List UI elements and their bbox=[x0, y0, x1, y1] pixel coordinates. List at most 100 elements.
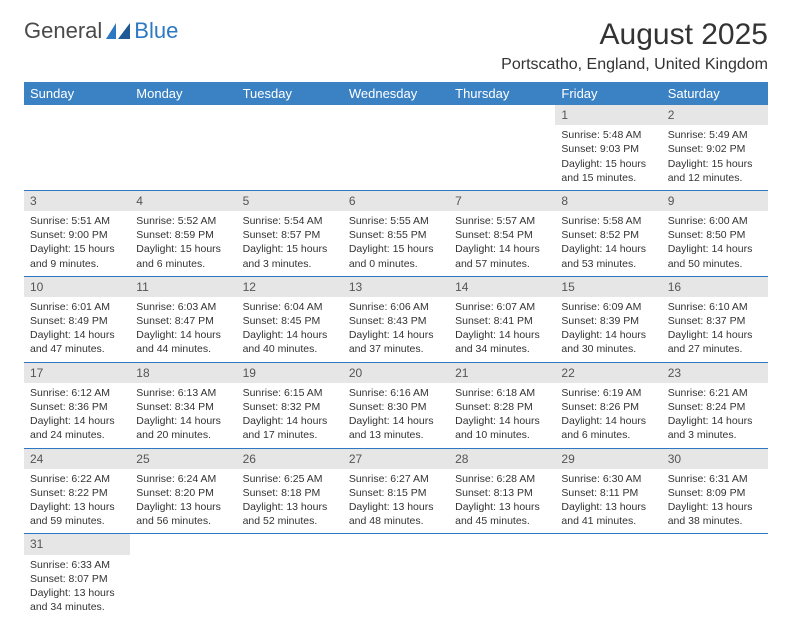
sunrise-text: Sunrise: 6:30 AM bbox=[561, 472, 655, 486]
daylight-text: Daylight: 13 hours and 41 minutes. bbox=[561, 500, 655, 528]
daylight-text: Daylight: 14 hours and 6 minutes. bbox=[561, 414, 655, 442]
sunrise-text: Sunrise: 6:16 AM bbox=[349, 386, 443, 400]
sunrise-text: Sunrise: 5:51 AM bbox=[30, 214, 124, 228]
day-number: 3 bbox=[24, 191, 130, 211]
calendar-cell: .. bbox=[662, 534, 768, 619]
sunset-text: Sunset: 9:02 PM bbox=[668, 142, 762, 156]
sunrise-text: Sunrise: 6:12 AM bbox=[30, 386, 124, 400]
day-number: 4 bbox=[130, 191, 236, 211]
calendar-cell: 10Sunrise: 6:01 AMSunset: 8:49 PMDayligh… bbox=[24, 276, 130, 362]
calendar-cell: 30Sunrise: 6:31 AMSunset: 8:09 PMDayligh… bbox=[662, 448, 768, 534]
daylight-text: Daylight: 13 hours and 34 minutes. bbox=[30, 586, 124, 614]
sunrise-text: Sunrise: 5:49 AM bbox=[668, 128, 762, 142]
sunrise-text: Sunrise: 6:33 AM bbox=[30, 558, 124, 572]
calendar-cell: 7Sunrise: 5:57 AMSunset: 8:54 PMDaylight… bbox=[449, 190, 555, 276]
daylight-text: Daylight: 13 hours and 38 minutes. bbox=[668, 500, 762, 528]
calendar-cell: 20Sunrise: 6:16 AMSunset: 8:30 PMDayligh… bbox=[343, 362, 449, 448]
sunrise-text: Sunrise: 6:13 AM bbox=[136, 386, 230, 400]
sunrise-text: Sunrise: 6:04 AM bbox=[243, 300, 337, 314]
calendar-cell: 4Sunrise: 5:52 AMSunset: 8:59 PMDaylight… bbox=[130, 190, 236, 276]
calendar-cell: 24Sunrise: 6:22 AMSunset: 8:22 PMDayligh… bbox=[24, 448, 130, 534]
day-number: 23 bbox=[662, 363, 768, 383]
calendar-cell: 2 Sunrise: 5:49 AMSunset: 9:02 PMDaylight… bbox=[662, 105, 768, 190]
weekday-header: Friday bbox=[555, 82, 661, 105]
sunrise-text: Sunrise: 6:09 AM bbox=[561, 300, 655, 314]
calendar-cell: 13Sunrise: 6:06 AMSunset: 8:43 PMDayligh… bbox=[343, 276, 449, 362]
sunrise-text: Sunrise: 5:58 AM bbox=[561, 214, 655, 228]
calendar-cell: 28Sunrise: 6:28 AMSunset: 8:13 PMDayligh… bbox=[449, 448, 555, 534]
sunrise-text: Sunrise: 6:10 AM bbox=[668, 300, 762, 314]
day-number: 2 bbox=[662, 105, 768, 125]
daylight-text: Daylight: 14 hours and 24 minutes. bbox=[30, 414, 124, 442]
sunset-text: Sunset: 8:18 PM bbox=[243, 486, 337, 500]
day-info: Sunrise: 6:04 AMSunset: 8:45 PMDaylight:… bbox=[237, 297, 343, 362]
day-info: Sunrise: 6:00 AMSunset: 8:50 PMDaylight:… bbox=[662, 211, 768, 276]
sunset-text: Sunset: 8:28 PM bbox=[455, 400, 549, 414]
day-info: Sunrise: 5:55 AMSunset: 8:55 PMDaylight:… bbox=[343, 211, 449, 276]
sunset-text: Sunset: 8:54 PM bbox=[455, 228, 549, 242]
daylight-text: Daylight: 13 hours and 48 minutes. bbox=[349, 500, 443, 528]
sunrise-text: Sunrise: 6:06 AM bbox=[349, 300, 443, 314]
calendar-cell: 8Sunrise: 5:58 AMSunset: 8:52 PMDaylight… bbox=[555, 190, 661, 276]
sunset-text: Sunset: 8:45 PM bbox=[243, 314, 337, 328]
day-info: Sunrise: 6:33 AMSunset: 8:07 PMDaylight:… bbox=[24, 555, 130, 619]
weekday-header: Wednesday bbox=[343, 82, 449, 105]
daylight-text: Daylight: 14 hours and 40 minutes. bbox=[243, 328, 337, 356]
daylight-text: Daylight: 14 hours and 47 minutes. bbox=[30, 328, 124, 356]
sunset-text: Sunset: 8:39 PM bbox=[561, 314, 655, 328]
weekday-header: Saturday bbox=[662, 82, 768, 105]
sunrise-text: Sunrise: 6:27 AM bbox=[349, 472, 443, 486]
calendar-cell: 26Sunrise: 6:25 AMSunset: 8:18 PMDayligh… bbox=[237, 448, 343, 534]
sunset-text: Sunset: 9:03 PM bbox=[561, 142, 655, 156]
day-info: Sunrise: 6:24 AMSunset: 8:20 PMDaylight:… bbox=[130, 469, 236, 534]
day-info: Sunrise: 6:09 AMSunset: 8:39 PMDaylight:… bbox=[555, 297, 661, 362]
day-number: 12 bbox=[237, 277, 343, 297]
sunset-text: Sunset: 8:50 PM bbox=[668, 228, 762, 242]
day-number: 28 bbox=[449, 449, 555, 469]
calendar-cell: .. bbox=[130, 534, 236, 619]
sunset-text: Sunset: 8:52 PM bbox=[561, 228, 655, 242]
day-info: Sunrise: 5:58 AMSunset: 8:52 PMDaylight:… bbox=[555, 211, 661, 276]
calendar-cell: .. bbox=[343, 105, 449, 190]
day-number: 1 bbox=[555, 105, 661, 125]
day-info: Sunrise: 6:06 AMSunset: 8:43 PMDaylight:… bbox=[343, 297, 449, 362]
sunrise-text: Sunrise: 5:57 AM bbox=[455, 214, 549, 228]
daylight-text: Daylight: 14 hours and 57 minutes. bbox=[455, 242, 549, 270]
sunset-text: Sunset: 8:47 PM bbox=[136, 314, 230, 328]
sunrise-text: Sunrise: 6:24 AM bbox=[136, 472, 230, 486]
sunset-text: Sunset: 8:43 PM bbox=[349, 314, 443, 328]
day-number: 18 bbox=[130, 363, 236, 383]
daylight-text: Daylight: 14 hours and 27 minutes. bbox=[668, 328, 762, 356]
logo-sail-icon bbox=[106, 23, 132, 39]
sunrise-text: Sunrise: 6:22 AM bbox=[30, 472, 124, 486]
sunrise-text: Sunrise: 6:25 AM bbox=[243, 472, 337, 486]
calendar-cell: 1Sunrise: 5:48 AMSunset: 9:03 PMDaylight… bbox=[555, 105, 661, 190]
daylight-text: Daylight: 14 hours and 13 minutes. bbox=[349, 414, 443, 442]
day-info: Sunrise: 6:27 AMSunset: 8:15 PMDaylight:… bbox=[343, 469, 449, 534]
calendar-cell: 11Sunrise: 6:03 AMSunset: 8:47 PMDayligh… bbox=[130, 276, 236, 362]
daylight-text: Daylight: 13 hours and 45 minutes. bbox=[455, 500, 549, 528]
day-info: Sunrise: 5:51 AMSunset: 9:00 PMDaylight:… bbox=[24, 211, 130, 276]
daylight-text: Daylight: 14 hours and 3 minutes. bbox=[668, 414, 762, 442]
day-number: 24 bbox=[24, 449, 130, 469]
daylight-text: Daylight: 15 hours and 12 minutes. bbox=[668, 157, 762, 185]
sunrise-text: Sunrise: 6:31 AM bbox=[668, 472, 762, 486]
daylight-text: Daylight: 15 hours and 15 minutes. bbox=[561, 157, 655, 185]
weekday-header: Monday bbox=[130, 82, 236, 105]
sunrise-text: Sunrise: 6:00 AM bbox=[668, 214, 762, 228]
day-number: 9 bbox=[662, 191, 768, 211]
sunset-text: Sunset: 8:09 PM bbox=[668, 486, 762, 500]
daylight-text: Daylight: 13 hours and 52 minutes. bbox=[243, 500, 337, 528]
calendar-header-row: SundayMondayTuesdayWednesdayThursdayFrid… bbox=[24, 82, 768, 105]
calendar-cell: 23Sunrise: 6:21 AMSunset: 8:24 PMDayligh… bbox=[662, 362, 768, 448]
calendar-cell: 19Sunrise: 6:15 AMSunset: 8:32 PMDayligh… bbox=[237, 362, 343, 448]
calendar-cell: 18Sunrise: 6:13 AMSunset: 8:34 PMDayligh… bbox=[130, 362, 236, 448]
sunset-text: Sunset: 8:24 PM bbox=[668, 400, 762, 414]
calendar-cell: .. bbox=[449, 534, 555, 619]
day-info: Sunrise: 6:25 AMSunset: 8:18 PMDaylight:… bbox=[237, 469, 343, 534]
daylight-text: Daylight: 13 hours and 59 minutes. bbox=[30, 500, 124, 528]
calendar-body: ..........1Sunrise: 5:48 AMSunset: 9:03 … bbox=[24, 105, 768, 619]
sunset-text: Sunset: 8:30 PM bbox=[349, 400, 443, 414]
daylight-text: Daylight: 14 hours and 10 minutes. bbox=[455, 414, 549, 442]
day-number: 26 bbox=[237, 449, 343, 469]
